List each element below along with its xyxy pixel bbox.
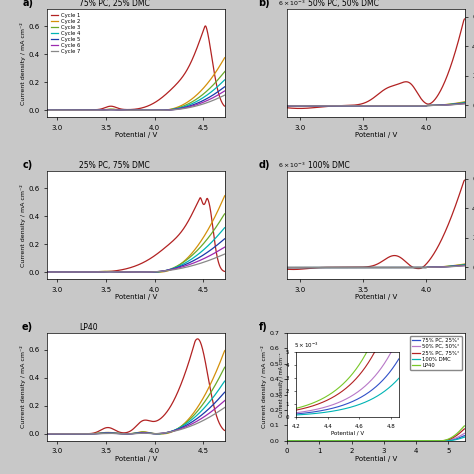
25% PC, 75%°: [392, 438, 398, 444]
75% PC, 25%°: [284, 438, 290, 444]
X-axis label: Potential / V: Potential / V: [355, 294, 397, 300]
X-axis label: Potential / V: Potential / V: [355, 132, 397, 138]
LP40: [397, 438, 403, 444]
Line: 75% PC, 25%°: 75% PC, 25%°: [287, 436, 465, 441]
50% PC, 50%°: [419, 438, 425, 444]
Y-axis label: Current density / mA cm⁻²: Current density / mA cm⁻²: [20, 184, 26, 266]
Text: 75% PC, 25% DMC: 75% PC, 25% DMC: [79, 0, 150, 9]
50% PC, 50%°: [437, 438, 443, 444]
LP40: [295, 438, 301, 444]
50% PC, 50%°: [295, 438, 301, 444]
25% PC, 75%°: [462, 426, 467, 432]
Text: b): b): [259, 0, 270, 9]
25% PC, 75%°: [284, 438, 290, 444]
50% PC, 50%°: [284, 438, 290, 444]
LP40: [284, 438, 290, 444]
25% PC, 75%°: [295, 438, 301, 444]
X-axis label: Potential / V: Potential / V: [115, 132, 157, 138]
75% PC, 25%°: [437, 438, 443, 444]
25% PC, 75%°: [437, 438, 443, 444]
100% DMC: [295, 438, 301, 444]
LP40: [392, 438, 398, 444]
Text: f): f): [259, 322, 267, 332]
Text: LP40: LP40: [79, 323, 98, 332]
75% PC, 25%°: [295, 438, 301, 444]
50% PC, 50%°: [392, 438, 398, 444]
Text: e): e): [22, 322, 33, 332]
Text: a): a): [22, 0, 33, 9]
100% DMC: [462, 434, 467, 440]
Text: 100% DMC: 100% DMC: [308, 161, 350, 170]
100% DMC: [397, 438, 403, 444]
100% DMC: [392, 438, 398, 444]
75% PC, 25%°: [397, 438, 403, 444]
LP40: [437, 438, 443, 444]
25% PC, 75%°: [387, 438, 393, 444]
LP40: [387, 438, 393, 444]
75% PC, 25%°: [419, 438, 425, 444]
Line: 25% PC, 75%°: 25% PC, 75%°: [287, 429, 465, 441]
Y-axis label: Current density / mA cm⁻²: Current density / mA cm⁻²: [20, 22, 26, 105]
Y-axis label: Current density / mA cm⁻²: Current density / mA cm⁻²: [261, 346, 267, 428]
Text: d): d): [259, 160, 270, 170]
X-axis label: Potential / V: Potential / V: [115, 294, 157, 300]
50% PC, 50%°: [462, 430, 467, 436]
75% PC, 25%°: [387, 438, 393, 444]
Legend: 75% PC, 25%°, 50% PC, 50%°, 25% PC, 75%°, 100% DMC, LP40: 75% PC, 25%°, 50% PC, 50%°, 25% PC, 75%°…: [410, 336, 462, 370]
50% PC, 50%°: [387, 438, 393, 444]
Line: 50% PC, 50%°: 50% PC, 50%°: [287, 433, 465, 441]
X-axis label: Potential / V: Potential / V: [115, 456, 157, 462]
75% PC, 25%°: [392, 438, 398, 444]
Text: 25% PC, 75% DMC: 25% PC, 75% DMC: [79, 161, 150, 170]
LP40: [419, 438, 425, 444]
Text: c): c): [23, 160, 33, 170]
100% DMC: [437, 438, 443, 444]
X-axis label: Potential / V: Potential / V: [355, 456, 397, 462]
Legend: Cycle 1, Cycle 2, Cycle 3, Cycle 4, Cycle 5, Cycle 6, Cycle 7: Cycle 1, Cycle 2, Cycle 3, Cycle 4, Cycl…: [50, 12, 81, 55]
Text: $6\times10^{-3}$: $6\times10^{-3}$: [278, 161, 306, 170]
25% PC, 75%°: [419, 438, 425, 444]
Line: 100% DMC: 100% DMC: [287, 437, 465, 441]
Text: $6\times10^{-3}$: $6\times10^{-3}$: [278, 0, 306, 9]
LP40: [462, 423, 467, 429]
100% DMC: [387, 438, 393, 444]
75% PC, 25%°: [462, 433, 467, 438]
Line: LP40: LP40: [287, 426, 465, 441]
25% PC, 75%°: [397, 438, 403, 444]
Y-axis label: Current density / mA cm⁻²: Current density / mA cm⁻²: [20, 346, 26, 428]
100% DMC: [284, 438, 290, 444]
100% DMC: [419, 438, 425, 444]
50% PC, 50%°: [397, 438, 403, 444]
Text: 50% PC, 50% DMC: 50% PC, 50% DMC: [308, 0, 379, 9]
